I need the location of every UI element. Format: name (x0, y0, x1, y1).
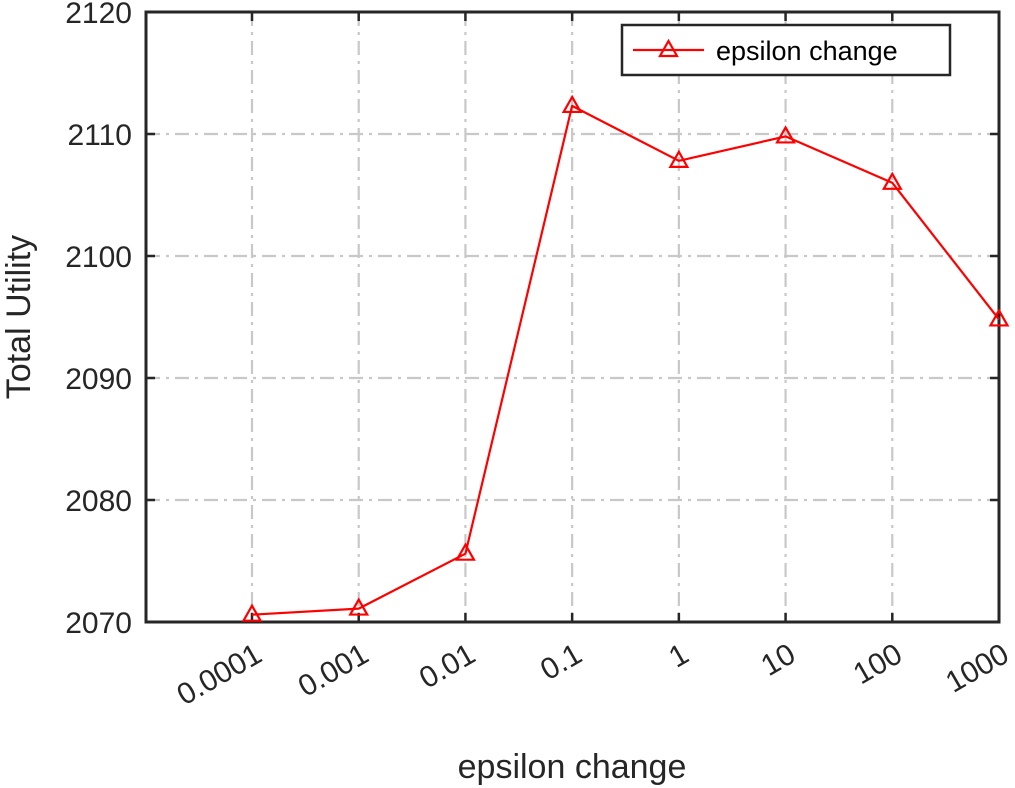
x-tick-label: 100 (848, 637, 908, 691)
x-tick-labels: 0.0001 0.001 0.01 0.1 1 10 100 1000 (172, 637, 1015, 711)
y-tick-labels: 2070 2080 2090 2100 2110 2120 (65, 0, 132, 640)
x-tick-label: 0.001 (293, 637, 375, 703)
legend-label: epsilon change (716, 36, 898, 66)
y-tick-label: 2090 (65, 363, 132, 396)
data-point-marker (775, 125, 796, 144)
data-point-marker (455, 542, 476, 561)
data-point-marker (881, 171, 903, 190)
data-point-marker (348, 597, 370, 616)
series-line (251, 104, 1000, 616)
x-tick-label: 0.01 (414, 637, 481, 695)
x-tick-label: 1 (663, 637, 694, 674)
plot-background (146, 12, 999, 622)
x-tick-label: 1000 (940, 637, 1014, 699)
data-point-marker (241, 603, 263, 622)
data-point-marker (988, 308, 1010, 327)
y-tick-label: 2070 (65, 607, 132, 640)
series-layer (241, 94, 1010, 622)
axis-ticks (146, 10, 1001, 624)
x-tick-label: 10 (756, 637, 801, 682)
y-tick-label: 2100 (65, 241, 132, 274)
x-tick-label: 0.0001 (172, 637, 268, 711)
y-axis-label: Total Utility (0, 235, 38, 399)
data-point-marker (561, 94, 583, 114)
legend: epsilon change (620, 23, 952, 77)
x-axis-label: epsilon change (458, 748, 687, 786)
data-point-marker (668, 149, 690, 168)
y-tick-label: 2110 (67, 119, 132, 152)
grid-lines (146, 12, 999, 622)
legend-marker-triangle (658, 38, 679, 58)
y-tick-label: 2120 (65, 0, 132, 30)
x-tick-label: 0.1 (535, 637, 588, 686)
y-tick-label: 2080 (65, 485, 132, 518)
